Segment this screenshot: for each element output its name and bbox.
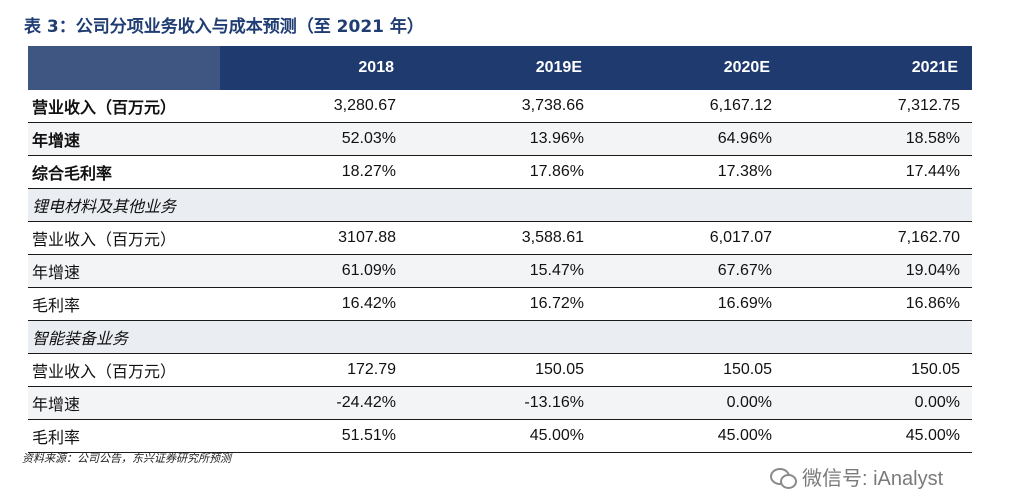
cell-value: 51.51% <box>220 419 408 453</box>
table-row: 综合毛利率 18.27% 17.86% 17.38% 17.44% <box>28 155 972 189</box>
cell-value <box>596 320 784 354</box>
row-label: 年增速 <box>28 122 220 156</box>
row-label: 综合毛利率 <box>28 155 220 189</box>
section-label: 锂电材料及其他业务 <box>28 188 220 222</box>
table-row: 年增速 -24.42% -13.16% 0.00% 0.00% <box>28 386 972 420</box>
cell-value: 150.05 <box>408 353 596 387</box>
cell-value: 16.72% <box>408 287 596 321</box>
table-header-row: 2018 2019E 2020E 2021E <box>28 46 972 90</box>
table-row: 营业收入（百万元） 3,280.67 3,738.66 6,167.12 7,3… <box>28 90 972 123</box>
cell-value: 15.47% <box>408 254 596 288</box>
forecast-table: 2018 2019E 2020E 2021E 营业收入（百万元） 3,280.6… <box>28 46 972 453</box>
cell-value: 16.42% <box>220 287 408 321</box>
cell-value: 3,280.67 <box>220 90 408 123</box>
section-label: 智能装备业务 <box>28 320 220 354</box>
cell-value: 64.96% <box>596 122 784 156</box>
cell-value: 18.58% <box>784 122 972 156</box>
row-label: 毛利率 <box>28 287 220 321</box>
table-row: 营业收入（百万元） 172.79 150.05 150.05 150.05 <box>28 353 972 387</box>
cell-value: 13.96% <box>408 122 596 156</box>
cell-value: 3,588.61 <box>408 221 596 255</box>
cell-value: 45.00% <box>784 419 972 453</box>
header-year: 2020E <box>596 46 784 90</box>
cell-value <box>784 320 972 354</box>
cell-value: 17.86% <box>408 155 596 189</box>
row-label: 营业收入（百万元） <box>28 353 220 387</box>
cell-value: 16.69% <box>596 287 784 321</box>
watermark: 微信号: iAnalyst <box>770 462 943 491</box>
table-title: 表 3：公司分项业务收入与成本预测（至 2021 年） <box>24 17 424 37</box>
section-row: 智能装备业务 <box>28 320 972 354</box>
cell-value: 3107.88 <box>220 221 408 255</box>
cell-value: 0.00% <box>784 386 972 420</box>
header-year: 2021E <box>784 46 972 90</box>
watermark-text: 微信号: iAnalyst <box>802 468 944 490</box>
cell-value: 3,738.66 <box>408 90 596 123</box>
cell-value: 6,017.07 <box>596 221 784 255</box>
cell-value: 150.05 <box>784 353 972 387</box>
cell-value: 0.00% <box>596 386 784 420</box>
cell-value <box>596 188 784 222</box>
cell-value: 7,162.70 <box>784 221 972 255</box>
cell-value: -24.42% <box>220 386 408 420</box>
cell-value: 6,167.12 <box>596 90 784 123</box>
cell-value <box>408 188 596 222</box>
cell-value: 45.00% <box>408 419 596 453</box>
cell-value: 19.04% <box>784 254 972 288</box>
cell-value: 7,312.75 <box>784 90 972 123</box>
table-row: 年增速 52.03% 13.96% 64.96% 18.58% <box>28 122 972 156</box>
cell-value: 18.27% <box>220 155 408 189</box>
cell-value: 17.44% <box>784 155 972 189</box>
row-label: 毛利率 <box>28 419 220 453</box>
row-label: 年增速 <box>28 254 220 288</box>
cell-value: 150.05 <box>596 353 784 387</box>
table-row: 毛利率 51.51% 45.00% 45.00% 45.00% <box>28 419 972 453</box>
cell-value: 172.79 <box>220 353 408 387</box>
cell-value: 45.00% <box>596 419 784 453</box>
cell-value <box>220 188 408 222</box>
table-row: 营业收入（百万元） 3107.88 3,588.61 6,017.07 7,16… <box>28 221 972 255</box>
cell-value: 67.67% <box>596 254 784 288</box>
header-corner <box>28 46 220 90</box>
wechat-icon <box>770 467 797 489</box>
cell-value: -13.16% <box>408 386 596 420</box>
cell-value <box>784 188 972 222</box>
cell-value <box>408 320 596 354</box>
cell-value: 16.86% <box>784 287 972 321</box>
table-row: 毛利率 16.42% 16.72% 16.69% 16.86% <box>28 287 972 321</box>
row-label: 营业收入（百万元） <box>28 90 220 123</box>
cell-value: 61.09% <box>220 254 408 288</box>
row-label: 营业收入（百万元） <box>28 221 220 255</box>
header-year: 2019E <box>408 46 596 90</box>
cell-value: 52.03% <box>220 122 408 156</box>
source-note: 资料来源：公司公告，东兴证券研究所预测 <box>22 452 231 465</box>
cell-value: 17.38% <box>596 155 784 189</box>
section-row: 锂电材料及其他业务 <box>28 188 972 222</box>
header-year: 2018 <box>220 46 408 90</box>
table-row: 年增速 61.09% 15.47% 67.67% 19.04% <box>28 254 972 288</box>
cell-value <box>220 320 408 354</box>
row-label: 年增速 <box>28 386 220 420</box>
